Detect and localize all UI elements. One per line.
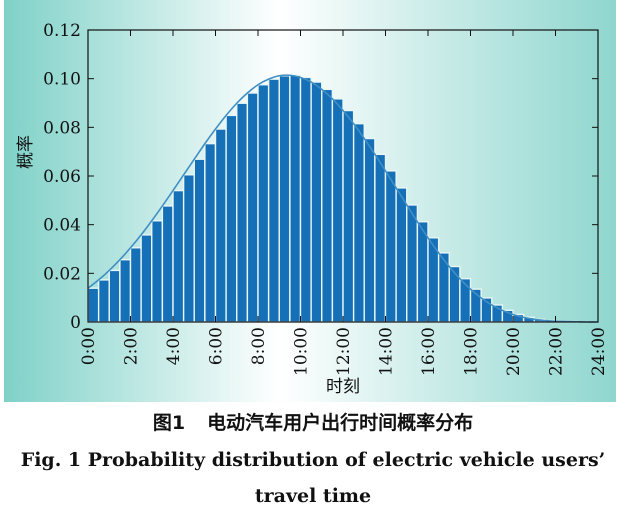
x-tick-label-12: 24:00 (589, 327, 609, 376)
chart-svg: 0 0.02 0.04 0.06 0.08 0.10 0.12 0:00 2:00 4:00 6:0… (4, 0, 616, 402)
x-tick-label-8: 16:00 (419, 327, 439, 376)
bar-26 (363, 137, 376, 323)
figure-caption-en-line1: Fig. 1 Probability distribution of elect… (20, 449, 606, 471)
chart-figure: 0 0.02 0.04 0.06 0.08 0.10 0.12 0:00 2:00 4:00 6:0… (4, 0, 616, 402)
bar-14 (236, 102, 249, 323)
figure-number-cn: 图1 (152, 412, 186, 434)
bar-8 (172, 189, 185, 323)
x-tick-label-7: 14:00 (377, 327, 397, 376)
bar-12 (214, 128, 227, 323)
bar-13 (225, 114, 238, 323)
bar-7 (161, 205, 174, 323)
bar-3 (119, 259, 132, 323)
y-tick-label-5: 0.10 (43, 70, 81, 90)
bar-1 (97, 279, 110, 323)
x-tick-label-11: 22:00 (547, 327, 567, 376)
bar-27 (374, 153, 387, 323)
bar-6 (151, 220, 164, 323)
bar-0 (87, 287, 100, 323)
x-tick-label-4: 8:00 (249, 327, 269, 365)
bar-34 (448, 265, 461, 323)
x-tick-label-0: 0:00 (79, 327, 99, 365)
bar-20 (299, 76, 312, 323)
y-tick-label-0: 0 (70, 313, 81, 333)
x-tick-label-9: 18:00 (462, 327, 482, 376)
x-tick-label-2: 4:00 (164, 327, 184, 365)
bar-4 (129, 247, 142, 323)
bar-29 (395, 187, 408, 323)
bar-9 (182, 174, 195, 323)
y-tick-label-4: 0.08 (43, 118, 81, 138)
bar-25 (352, 122, 365, 323)
bar-21 (310, 81, 323, 323)
bar-16 (257, 84, 270, 323)
bar-22 (321, 88, 334, 323)
bar-2 (108, 269, 121, 323)
density-curve (87, 74, 599, 323)
figure-caption-en-line2: travel time (254, 485, 372, 507)
bar-11 (204, 142, 217, 323)
bar-5 (140, 234, 153, 323)
y-tick-label-3: 0.06 (43, 167, 81, 187)
y-axis-title: 概率 (16, 135, 36, 169)
bar-23 (331, 98, 344, 323)
x-tick-label-1: 2:00 (122, 327, 142, 365)
x-tick-label-5: 10:00 (292, 327, 312, 376)
y-tick-label-6: 0.12 (43, 21, 81, 41)
bar-30 (406, 204, 419, 323)
bar-15 (246, 92, 259, 323)
ticks-layer: 0 0.02 0.04 0.06 0.08 0.10 0.12 0:00 2:00 4:00 6:0… (43, 21, 609, 376)
bar-24 (342, 109, 355, 323)
bar-33 (437, 252, 450, 323)
figure-title-cn: 电动汽车用户出行时间概率分布 (207, 412, 474, 434)
bar-10 (193, 158, 206, 323)
x-tick-label-6: 12:00 (334, 327, 354, 376)
y-tick-label-1: 0.02 (43, 264, 81, 284)
bar-28 (384, 170, 397, 323)
bar-18 (278, 75, 291, 323)
x-tick-label-3: 6:00 (207, 327, 227, 365)
x-axis-title: 时刻 (326, 377, 360, 397)
bar-19 (289, 74, 302, 323)
bar-17 (267, 78, 280, 323)
x-tick-label-10: 20:00 (504, 327, 524, 376)
y-tick-label-2: 0.04 (43, 216, 81, 236)
figure-caption-cn: 图1 电动汽车用户出行时间概率分布 (0, 406, 626, 440)
